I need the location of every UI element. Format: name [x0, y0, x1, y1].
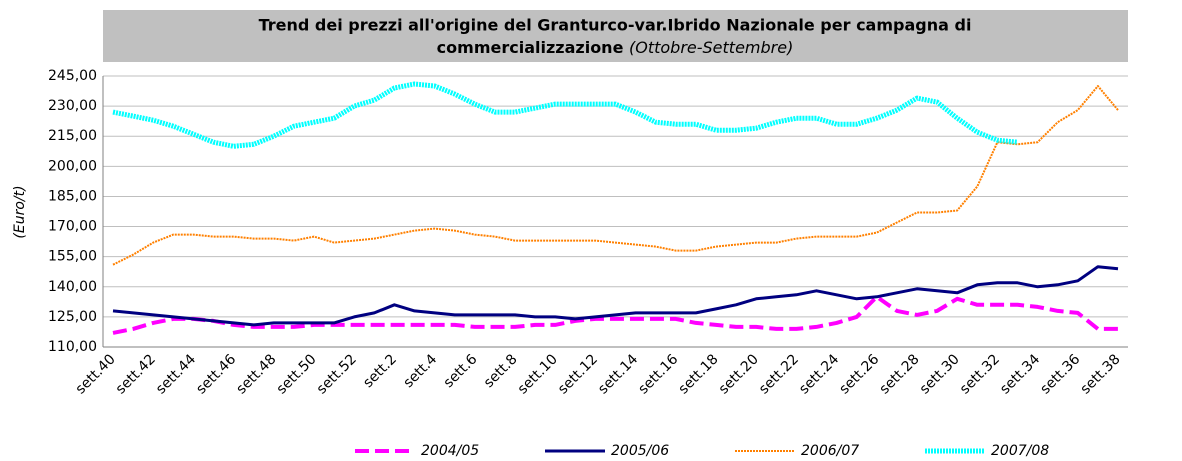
x-tick-label: sett.12	[555, 351, 601, 397]
title-note: (Ottobre-Settembre)	[629, 38, 793, 57]
y-tick-label: 230,00	[48, 98, 97, 114]
legend-label: 2007/08	[991, 443, 1049, 459]
y-tick-label: 215,00	[48, 128, 97, 144]
series-line	[112, 81, 1018, 149]
x-tick-label: sett.34	[997, 351, 1043, 397]
x-tick-label: sett.44	[153, 351, 199, 397]
y-tick-label: 140,00	[48, 279, 97, 295]
chart-title: commercializzazione	[437, 38, 624, 57]
x-tick-label: sett.40	[73, 351, 119, 397]
x-tick-label: sett.20	[716, 351, 762, 397]
x-tick-label: sett.48	[233, 351, 279, 397]
x-tick-label: sett.10	[515, 351, 561, 397]
x-tick-label: sett.42	[113, 351, 159, 397]
x-tick-label: sett.24	[796, 351, 842, 397]
x-tick-label: sett.50	[274, 351, 320, 397]
x-tick-label: sett.28	[877, 351, 923, 397]
y-tick-label: 155,00	[48, 249, 97, 265]
series-line	[112, 265, 1119, 327]
chart-title-line2: commercializzazione (Ottobre-Settembre)	[437, 38, 794, 57]
x-tick-label: sett.32	[957, 351, 1003, 397]
x-tick-label: sett.30	[917, 351, 963, 397]
x-tick-label: sett.18	[676, 351, 722, 397]
chart-title: Trend dei prezzi all'origine del Grantur…	[259, 16, 972, 35]
y-tick-label: 170,00	[48, 219, 97, 235]
x-tick-label: sett.6	[441, 351, 481, 391]
legend-label: 2006/07	[801, 443, 859, 459]
x-tick-label: sett.14	[595, 351, 641, 397]
x-tick-label: sett.26	[836, 351, 882, 397]
y-tick-label: 125,00	[48, 309, 97, 325]
x-tick-label: sett.4	[400, 351, 440, 391]
y-axis-label: (Euro/t)	[12, 185, 28, 238]
series-line	[112, 85, 1119, 266]
title-box	[103, 10, 1128, 62]
y-tick-label: 200,00	[48, 158, 97, 174]
x-tick-label: sett.38	[1078, 351, 1124, 397]
legend-label: 2005/06	[611, 443, 669, 459]
x-tick-label: sett.16	[635, 351, 681, 397]
y-tick-label: 245,00	[48, 68, 97, 84]
series-line	[112, 294, 1118, 335]
x-tick-label: sett.52	[314, 351, 360, 397]
y-tick-label: 185,00	[48, 188, 97, 204]
y-tick-label: 110,00	[48, 339, 97, 355]
x-tick-label: sett.36	[1037, 351, 1083, 397]
legend-label: 2004/05	[421, 443, 479, 459]
x-tick-label: sett.22	[756, 351, 802, 397]
x-tick-label: sett.2	[360, 351, 400, 391]
x-tick-label: sett.46	[193, 351, 239, 397]
